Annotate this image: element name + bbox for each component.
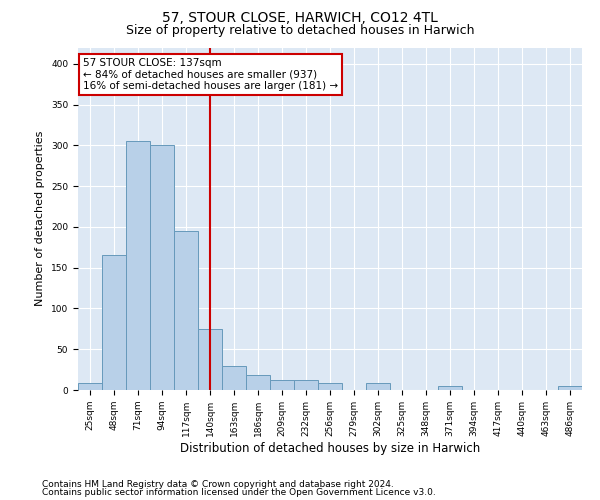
Text: Contains HM Land Registry data © Crown copyright and database right 2024.: Contains HM Land Registry data © Crown c…	[42, 480, 394, 489]
Text: Size of property relative to detached houses in Harwich: Size of property relative to detached ho…	[126, 24, 474, 37]
Bar	[558, 386, 582, 390]
Bar	[126, 142, 150, 390]
Text: 57, STOUR CLOSE, HARWICH, CO12 4TL: 57, STOUR CLOSE, HARWICH, CO12 4TL	[162, 12, 438, 26]
Bar	[102, 256, 126, 390]
Text: 57 STOUR CLOSE: 137sqm
← 84% of detached houses are smaller (937)
16% of semi-de: 57 STOUR CLOSE: 137sqm ← 84% of detached…	[83, 58, 338, 91]
Bar	[222, 366, 246, 390]
Bar	[246, 376, 270, 390]
Y-axis label: Number of detached properties: Number of detached properties	[35, 131, 46, 306]
Bar	[294, 380, 318, 390]
X-axis label: Distribution of detached houses by size in Harwich: Distribution of detached houses by size …	[180, 442, 480, 454]
Bar	[318, 384, 342, 390]
Bar	[174, 231, 198, 390]
Bar	[198, 329, 222, 390]
Bar	[78, 384, 102, 390]
Bar	[438, 386, 462, 390]
Bar	[366, 384, 390, 390]
Text: Contains public sector information licensed under the Open Government Licence v3: Contains public sector information licen…	[42, 488, 436, 497]
Bar	[150, 146, 174, 390]
Bar	[270, 380, 294, 390]
